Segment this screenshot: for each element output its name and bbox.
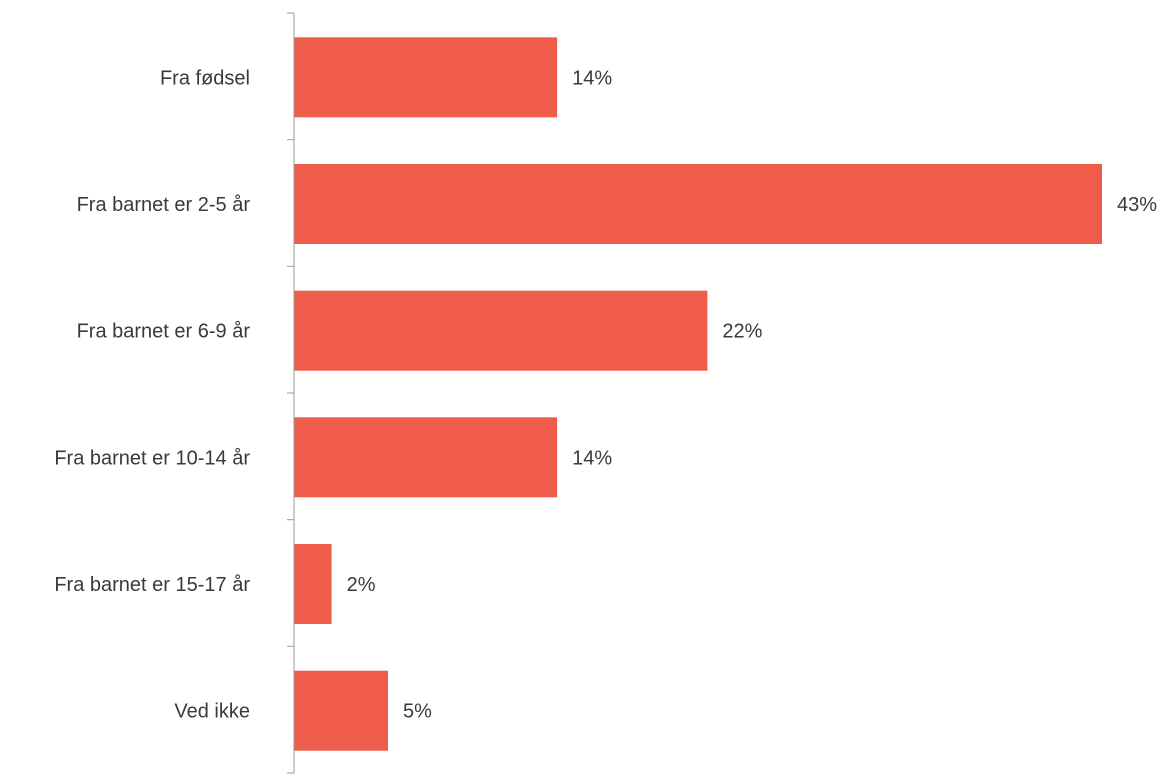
- category-label: Fra fødsel: [160, 67, 250, 89]
- category-label: Ved ikke: [174, 701, 250, 723]
- category-label: Fra barnet er 2-5 år: [77, 194, 251, 216]
- bars-layer: [294, 37, 1102, 751]
- data-label: 14%: [572, 447, 612, 469]
- bar: [294, 417, 558, 498]
- bar: [294, 290, 708, 371]
- data-label: 43%: [1117, 194, 1157, 216]
- bar: [294, 670, 388, 751]
- data-label: 2%: [347, 574, 376, 596]
- axis-layer: [287, 12, 295, 774]
- category-label: Fra barnet er 15-17 år: [54, 574, 250, 596]
- bar: [294, 37, 558, 118]
- labels-layer: Fra fødsel 14% Fra barnet er 2-5 år 43% Fra …: [54, 67, 1157, 722]
- bar: [294, 164, 1102, 244]
- category-label: Fra barnet er 10-14 år: [54, 447, 250, 469]
- data-label: 22%: [722, 321, 762, 343]
- data-label: 14%: [572, 67, 612, 89]
- data-label: 5%: [403, 701, 432, 723]
- category-label: Fra barnet er 6-9 år: [77, 321, 251, 343]
- bar: [294, 544, 332, 624]
